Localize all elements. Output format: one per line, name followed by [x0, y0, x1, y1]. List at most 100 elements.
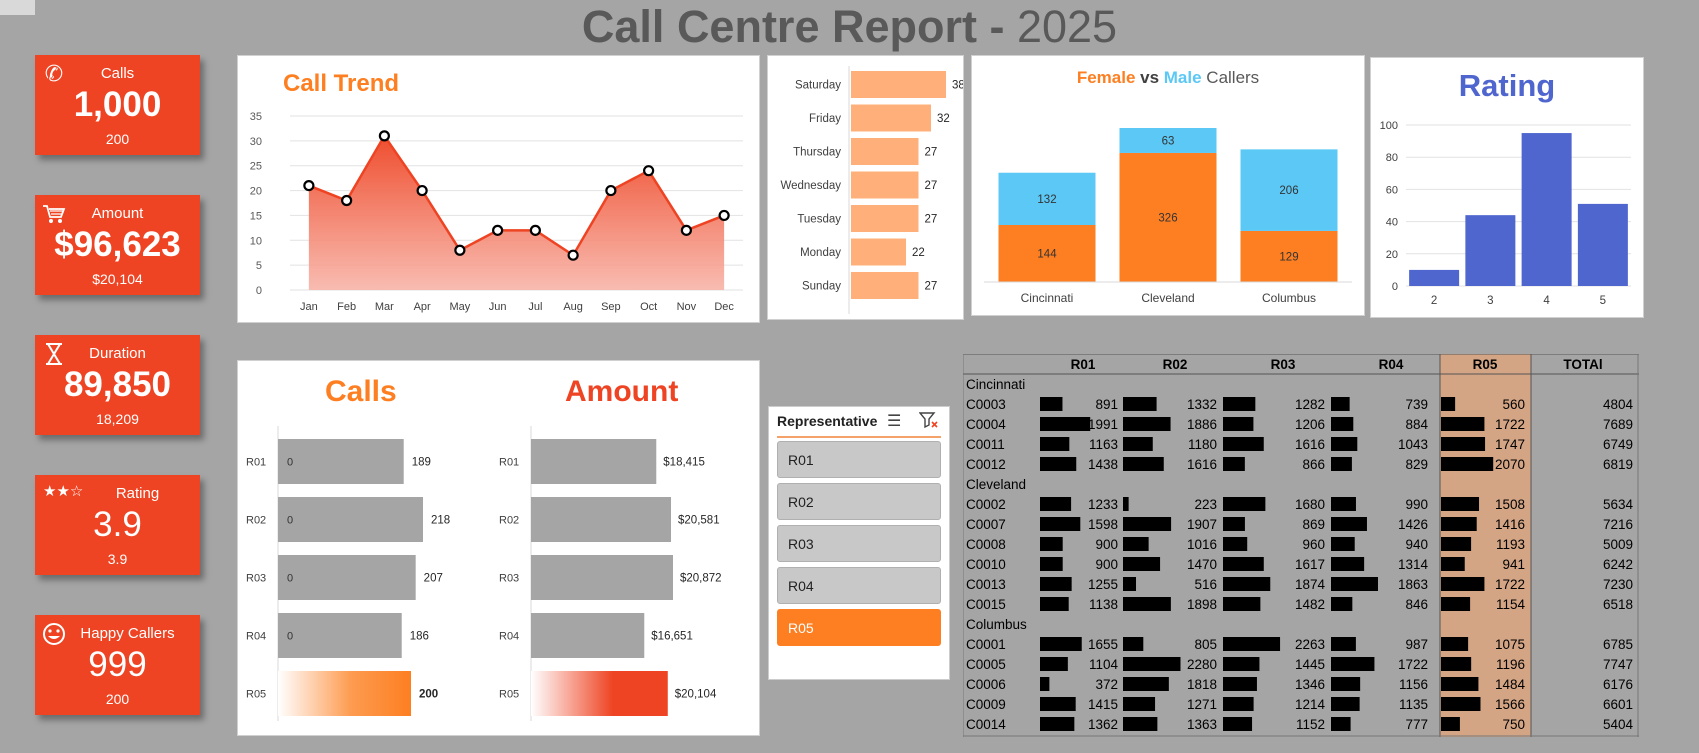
calls-value: 218: [431, 515, 450, 527]
row-total: 6242: [1603, 557, 1633, 572]
slicer-item-r03[interactable]: R03: [777, 525, 941, 562]
cell-value: 516: [1194, 577, 1217, 592]
cell-value: 1314: [1398, 557, 1429, 572]
kpi-sub: 200: [105, 131, 130, 147]
cell-value: 1154: [1496, 597, 1526, 612]
x-tick-label: May: [449, 301, 470, 313]
row-total: 7689: [1603, 417, 1633, 432]
amount-rep-label: R01: [499, 457, 519, 469]
y-tick-label: 10: [250, 235, 262, 247]
rep-panel: Calls Amount R01 0 189 R02 0 218 R03 0 207 R04 0 18…: [237, 360, 760, 736]
page-title: Call Centre Report - 2025: [581, 1, 1118, 52]
calls-rep-label: R01: [246, 457, 266, 469]
data-bar: [1040, 517, 1081, 531]
clear-filter-icon[interactable]: [918, 411, 939, 434]
data-bar: [1223, 577, 1271, 591]
slicer-item-r02[interactable]: R02: [777, 483, 941, 520]
column-header: TOTAl: [1563, 357, 1602, 372]
cell-value: 1214: [1295, 697, 1326, 712]
kpi-value: $96,623: [54, 225, 181, 264]
weekday-value: 27: [925, 281, 938, 293]
slicer-item-r01[interactable]: R01: [777, 441, 941, 478]
y-tick-label: 20: [250, 186, 262, 198]
x-tick-label: Jan: [300, 301, 318, 313]
x-tick-label: Sep: [601, 301, 621, 313]
cell-value: 1722: [1398, 657, 1428, 672]
data-bar: [1441, 577, 1485, 591]
cell-value: 1747: [1495, 437, 1525, 452]
kpi-sub: $20,104: [92, 271, 143, 287]
calls-value: 186: [410, 631, 429, 643]
column-header: R01: [1071, 357, 1096, 372]
call-trend-title: Call Trend: [283, 70, 400, 97]
calls-value: 189: [412, 457, 431, 469]
amount-bar: [531, 671, 668, 716]
pivot-table: R01 R02 R03 R04 R05 TOTAl Cincinnati C0003 891 13…: [963, 354, 1639, 737]
slicer-item-r05[interactable]: R05: [777, 609, 941, 646]
y-tick-label: 0: [1392, 281, 1398, 293]
city-label: Cincinnati: [1021, 291, 1074, 305]
pivot-table-grid: R01 R02 R03 R04 R05 TOTAl Cincinnati C0003 891 13…: [963, 354, 1639, 737]
cell-value: 1874: [1295, 577, 1326, 592]
kpi-calls: ✆ Calls 1,000 200: [35, 55, 200, 155]
data-bar: [1123, 437, 1153, 451]
calls-rep-label: R05: [246, 689, 266, 701]
gender-panel: Female vs Male Callers 144 132 Cincinnati 3…: [971, 55, 1365, 316]
female-bar: [998, 224, 1096, 282]
y-tick-label: 40: [1386, 217, 1398, 229]
data-bar: [1123, 677, 1169, 691]
slicer-divider: [777, 436, 941, 438]
phone-icon: ✆: [44, 61, 64, 86]
trend-point: [605, 184, 617, 197]
cell-value: 940: [1405, 537, 1428, 552]
calls-title: Calls: [325, 375, 397, 408]
data-bar: [1441, 637, 1469, 651]
data-bar: [1331, 577, 1378, 591]
amount-value: $20,104: [675, 689, 717, 701]
trend-point: [341, 194, 353, 207]
weekday-label: Saturday: [795, 80, 841, 92]
row-total: 6518: [1603, 597, 1633, 612]
data-bar: [1123, 497, 1129, 511]
data-bar: [1123, 557, 1161, 571]
data-bar: [1441, 457, 1494, 471]
cell-value: 1680: [1295, 497, 1325, 512]
data-bar: [1331, 437, 1358, 451]
x-tick-label: Mar: [375, 301, 394, 313]
stars-icon: ★★☆: [43, 483, 84, 500]
weekday-bar: [851, 138, 919, 165]
slicer-item-r04[interactable]: R04: [777, 567, 941, 604]
data-bar: [1040, 537, 1063, 551]
x-tick-label: Apr: [414, 301, 431, 313]
cell-value: 1016: [1187, 537, 1217, 552]
trend-point: [567, 249, 579, 261]
cell-value: 1863: [1398, 577, 1428, 592]
cell-value: 1416: [1495, 517, 1525, 532]
cart-icon: [41, 201, 67, 227]
rating-bar: [1577, 203, 1628, 286]
weekday-bar: [851, 238, 906, 266]
weekday-bar: [851, 171, 919, 199]
calls-bar: [278, 439, 404, 484]
data-bar: [1331, 697, 1360, 711]
data-bar: [1040, 677, 1050, 691]
cell-value: 1566: [1495, 697, 1525, 712]
kpi-duration: Duration 89,850 18,209: [35, 335, 200, 435]
data-bar: [1223, 437, 1264, 451]
female-bar: [1119, 152, 1217, 282]
kpi-sub: 3.9: [107, 551, 128, 567]
cell-value: 1180: [1188, 437, 1217, 452]
data-bar: [1223, 717, 1253, 731]
trend-point: [529, 224, 541, 236]
male-bar: [998, 172, 1096, 225]
cell-value: 900: [1095, 537, 1118, 552]
amount-bar: [531, 497, 672, 542]
cell-value: 1426: [1398, 517, 1428, 532]
male-value: 206: [1279, 185, 1298, 197]
multi-select-icon[interactable]: ☰: [887, 413, 902, 430]
calls-bar-inner-label: 0: [287, 573, 293, 585]
female-value: 144: [1037, 248, 1057, 260]
calls-bar-inner-label: 0: [287, 631, 293, 643]
row-id: C0014: [966, 717, 1006, 732]
cell-value: 750: [1502, 717, 1525, 732]
